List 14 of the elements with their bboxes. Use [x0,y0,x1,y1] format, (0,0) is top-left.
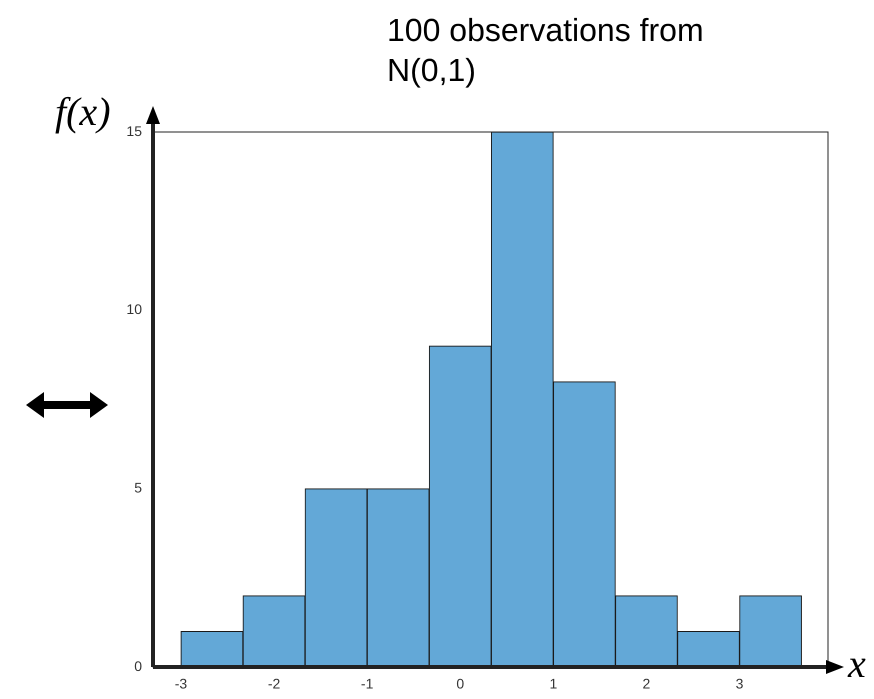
chart-title: 100 observations from N(0,1) [387,11,705,90]
y-tick-label: 0 [134,658,142,674]
x-tick-label: 3 [736,675,744,692]
x-tick-label: 2 [642,675,651,692]
y-axis-title: f(x) [55,88,111,135]
x-tick-label: -3 [174,675,188,692]
x-tick-label: 1 [549,675,558,692]
x-tick-label: -2 [268,675,280,692]
x-tick-label: 0 [456,675,464,692]
y-tick-label: 10 [126,301,142,318]
y-tick-label: 5 [134,480,142,496]
x-tick-label: -1 [360,675,374,692]
x-axis-title: x [848,640,866,687]
y-tick-label: 15 [126,122,142,139]
